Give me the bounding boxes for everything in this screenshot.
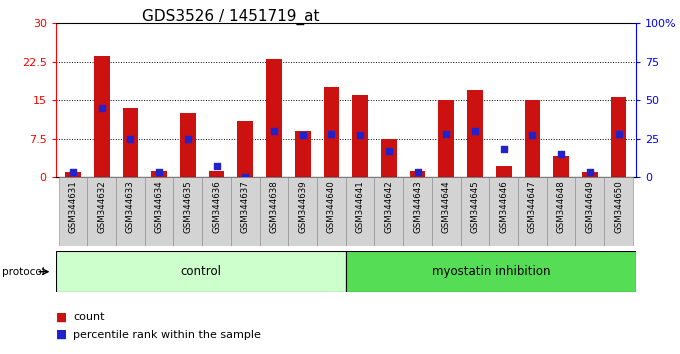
Text: GSM344643: GSM344643: [413, 181, 422, 233]
Bar: [94, 56, 109, 177]
Text: GSM344639: GSM344639: [299, 181, 307, 233]
Text: GSM344638: GSM344638: [269, 181, 279, 233]
Point: [384, 148, 394, 154]
Point: [441, 131, 452, 137]
Point: [470, 128, 481, 133]
Bar: [145, 177, 173, 246]
Text: GSM344649: GSM344649: [585, 181, 594, 233]
Text: GSM344646: GSM344646: [499, 181, 508, 233]
Point: [182, 136, 193, 141]
Bar: [260, 177, 288, 246]
Text: ■: ■: [56, 328, 67, 341]
Bar: [490, 177, 518, 246]
Text: GSM344647: GSM344647: [528, 181, 537, 233]
Text: ■: ■: [56, 310, 67, 323]
Point: [556, 151, 566, 157]
Bar: [554, 156, 569, 177]
Point: [269, 128, 279, 133]
Bar: [381, 138, 396, 177]
Text: protocol: protocol: [2, 267, 45, 277]
Bar: [352, 95, 368, 177]
Point: [584, 170, 595, 175]
Text: GSM344642: GSM344642: [384, 181, 393, 233]
Bar: [202, 177, 231, 246]
Bar: [496, 166, 511, 177]
Point: [154, 170, 165, 175]
Point: [297, 133, 308, 138]
Point: [211, 164, 222, 169]
Point: [125, 136, 136, 141]
Point: [613, 131, 624, 137]
Bar: [122, 108, 138, 177]
Bar: [56, 251, 346, 292]
Bar: [467, 90, 483, 177]
Bar: [65, 172, 81, 177]
Bar: [611, 97, 626, 177]
Text: GSM344650: GSM344650: [614, 181, 623, 233]
Text: GSM344645: GSM344645: [471, 181, 479, 233]
Point: [97, 105, 107, 110]
Text: GSM344635: GSM344635: [184, 181, 192, 233]
Bar: [317, 177, 346, 246]
Text: GSM344634: GSM344634: [154, 181, 164, 233]
Point: [326, 131, 337, 137]
Bar: [460, 177, 490, 246]
Bar: [116, 177, 145, 246]
Bar: [58, 177, 87, 246]
Point: [67, 170, 78, 175]
Bar: [403, 177, 432, 246]
Bar: [266, 59, 282, 177]
Bar: [518, 177, 547, 246]
Text: GSM344648: GSM344648: [557, 181, 566, 233]
Bar: [346, 251, 636, 292]
Text: control: control: [180, 265, 221, 278]
Text: myostatin inhibition: myostatin inhibition: [432, 265, 550, 278]
Bar: [346, 177, 375, 246]
Point: [355, 133, 366, 138]
Bar: [524, 100, 541, 177]
Bar: [87, 177, 116, 246]
Text: GSM344633: GSM344633: [126, 181, 135, 233]
Bar: [231, 177, 260, 246]
Text: count: count: [73, 312, 105, 322]
Text: GSM344636: GSM344636: [212, 181, 221, 233]
Bar: [409, 171, 426, 177]
Bar: [288, 177, 317, 246]
Point: [498, 147, 509, 152]
Bar: [180, 113, 196, 177]
Text: GSM344631: GSM344631: [69, 181, 78, 233]
Text: percentile rank within the sample: percentile rank within the sample: [73, 330, 261, 339]
Point: [527, 133, 538, 138]
Bar: [151, 171, 167, 177]
Text: GSM344641: GSM344641: [356, 181, 364, 233]
Text: GSM344644: GSM344644: [442, 181, 451, 233]
Bar: [582, 172, 598, 177]
Bar: [547, 177, 575, 246]
Text: GSM344637: GSM344637: [241, 181, 250, 233]
Bar: [605, 177, 633, 246]
Bar: [575, 177, 605, 246]
Bar: [432, 177, 460, 246]
Text: GSM344640: GSM344640: [327, 181, 336, 233]
Bar: [209, 171, 224, 177]
Bar: [173, 177, 202, 246]
Bar: [295, 131, 311, 177]
Point: [240, 174, 251, 180]
Text: GDS3526 / 1451719_at: GDS3526 / 1451719_at: [142, 9, 320, 25]
Bar: [375, 177, 403, 246]
Bar: [439, 100, 454, 177]
Point: [412, 170, 423, 175]
Bar: [324, 87, 339, 177]
Text: GSM344632: GSM344632: [97, 181, 106, 233]
Bar: [237, 120, 253, 177]
